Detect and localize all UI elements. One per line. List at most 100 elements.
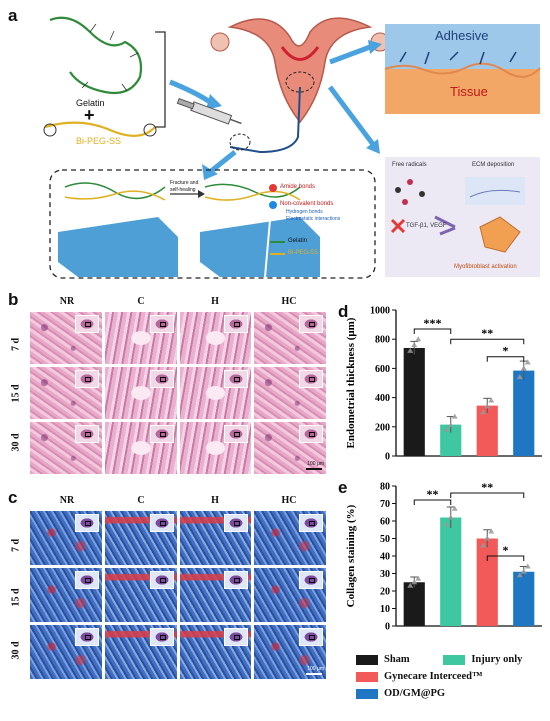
bar-1 (440, 424, 462, 456)
inset-overview (149, 571, 174, 589)
masson-micrograph (179, 511, 252, 565)
panel-c-col-c: C (137, 495, 145, 506)
inset-overview (224, 628, 249, 646)
he-micrograph (104, 367, 177, 419)
inset-overview (224, 571, 249, 589)
masson-micrograph (30, 511, 102, 565)
he-micrograph (104, 422, 177, 474)
panel-d-letter: d (338, 302, 349, 321)
panel-e-letter: e (338, 478, 348, 497)
inset-overview (149, 628, 174, 646)
significance-label: * (503, 344, 509, 358)
y-axis-label: Collagen staining (%) (345, 504, 357, 607)
masson-micrograph (254, 568, 326, 622)
legend-item-interceed: Gynecare Interceed™ (356, 671, 546, 682)
y-tick-label: 400 (375, 393, 390, 404)
panel-a-figure: Gelatin + Bi-PEG-SS Adhesive Tissue Frac… (30, 2, 545, 282)
data-point (451, 413, 458, 419)
data-point (443, 426, 450, 432)
y-tick-label: 40 (380, 552, 390, 563)
legend-item-sham: Sham (356, 654, 433, 665)
bar-3 (513, 571, 535, 626)
he-micrograph (179, 422, 252, 474)
y-tick-label: 10 (380, 604, 390, 615)
he-micrograph (104, 312, 177, 364)
data-point (484, 535, 491, 541)
he-micrograph (254, 312, 326, 364)
significance-label: ** (481, 326, 493, 340)
panel-b-row-7d: 7 d (10, 337, 22, 352)
he-micrograph (179, 367, 252, 419)
panel-b-row-30d: 30 d (10, 433, 22, 452)
panel-b-scale-text: 100 μm (307, 461, 324, 467)
panel-c-col-hc: HC (281, 495, 297, 506)
inset-overview (299, 315, 323, 333)
data-point (524, 563, 531, 569)
he-micrograph (254, 367, 326, 419)
fracture-label-2: self-healing (170, 187, 196, 193)
inset-overview (224, 425, 249, 443)
legend-item-injury: Injury only (443, 654, 546, 665)
masson-micrograph (254, 511, 326, 565)
inset-overview (224, 370, 249, 388)
legend-label: Sham (384, 654, 410, 665)
masson-micrograph (104, 568, 177, 622)
panel-b-col-hc: HC (281, 296, 297, 307)
inset-overview (74, 370, 99, 388)
legend-bipeg: Bi-PEG-SS (288, 250, 319, 256)
bar-3 (513, 370, 535, 456)
panel-c-row-7d: 7 d (10, 538, 22, 553)
inset-overview (74, 628, 99, 646)
inset-overview (299, 514, 323, 532)
data-point (411, 579, 418, 585)
panel-a-letter: a (8, 6, 18, 25)
panel-b-col-nr: NR (59, 296, 75, 307)
inset-overview (224, 514, 249, 532)
he-micrograph (179, 312, 252, 364)
growth-factor-label: TGF-β1, VEGF (406, 223, 447, 229)
data-point (516, 572, 523, 578)
data-point (520, 365, 527, 371)
inset-overview (149, 315, 174, 333)
inset-overview (149, 425, 174, 443)
panel-b-col-c: C (137, 296, 145, 307)
y-tick-label: 0 (385, 452, 390, 463)
legend-label: Gynecare Interceed™ (384, 671, 483, 682)
bar-0 (403, 347, 425, 456)
he-micrograph: 100 μm (254, 422, 326, 474)
data-point (415, 575, 422, 581)
significance-bracket (413, 328, 452, 334)
panel-c-row-30d: 30 d (10, 641, 22, 660)
data-point (524, 359, 531, 365)
panel-b-col-h: H (211, 296, 219, 307)
y-axis-label: Endometrial thickness (μm) (345, 317, 357, 448)
inset-overview (299, 628, 323, 646)
masson-micrograph: 100 μm (254, 625, 326, 679)
significance-bracket (450, 338, 525, 345)
panel-a-schematic (43, 16, 541, 279)
plus-sign: + (84, 105, 95, 125)
data-point (447, 422, 454, 428)
y-tick-label: 30 (380, 569, 390, 580)
legend-electro: Electrostatic interactions (286, 216, 341, 222)
data-point (488, 528, 495, 534)
y-tick-label: 0 (385, 622, 390, 633)
legend-item-odgm: OD/GM@PG (356, 688, 546, 699)
data-point (415, 336, 422, 342)
bipeg-label: Bi-PEG-SS (76, 136, 122, 146)
masson-micrograph (179, 568, 252, 622)
panel-b-letter: b (8, 290, 19, 309)
inset-overview (299, 370, 323, 388)
legend-hbond: Hydrogen bonds (286, 209, 323, 215)
data-point (411, 342, 418, 348)
panel-b-columns: NR C H HC (30, 296, 326, 307)
panel-c-scale-bar (306, 673, 322, 675)
significance-bracket (413, 499, 452, 505)
inset-overview (224, 315, 249, 333)
group-legend: Sham Injury only Gynecare Interceed™ OD/… (356, 654, 546, 699)
data-point (407, 582, 414, 588)
panel-b-micrographs: 100 μm (30, 312, 326, 474)
bar-1 (440, 517, 462, 626)
inset-overview (149, 370, 174, 388)
ecm-deposition-label: ECM deposition (472, 162, 515, 168)
